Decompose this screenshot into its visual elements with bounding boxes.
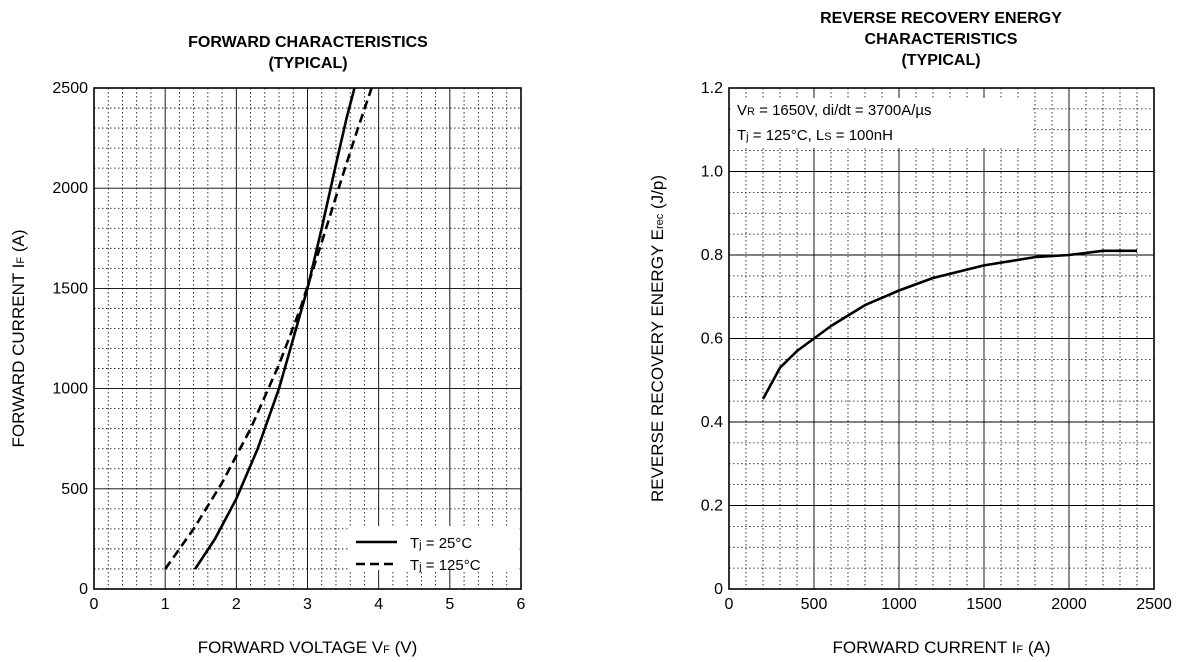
x-tick-label: 2500 bbox=[1136, 596, 1172, 613]
y-tick-label: 0.2 bbox=[701, 498, 723, 515]
series-line-solid bbox=[761, 249, 1137, 400]
x-tick-label: 3 bbox=[303, 596, 312, 613]
x-tick-label: 4 bbox=[374, 596, 383, 613]
y-axis-label: FORWARD CURRENT IF (A) bbox=[9, 230, 28, 448]
x-tick-label: 2 bbox=[232, 596, 241, 613]
forward-characteristics-chart: 0 1 2 3 4 5 6 0 500 1000 1500 2000 2500 FORWARD CHARA… bbox=[9, 34, 526, 657]
condition-annotation: Tj = 125°C, LS = 100nH bbox=[737, 127, 893, 144]
legend-box bbox=[348, 526, 519, 570]
series-line-dashed bbox=[164, 87, 373, 570]
y-tick-label: 1.2 bbox=[701, 80, 723, 97]
plot-frame bbox=[93, 87, 522, 590]
y-tick-label: 0 bbox=[714, 581, 723, 598]
reverse-recovery-energy-chart: 0 500 1000 1500 2000 2500 0 0.2 0.4 0.6 0.8 1.0 1.2 R… bbox=[648, 10, 1172, 657]
x-axis-label: FORWARD VOLTAGE VF (V) bbox=[198, 638, 418, 657]
legend-entry: Tj = 25°C bbox=[410, 535, 472, 552]
annotation-box bbox=[732, 98, 1032, 148]
y-tick-label: 0.4 bbox=[701, 414, 723, 431]
legend-entry: Tj = 125°C bbox=[410, 557, 481, 574]
x-tick-label: 1000 bbox=[881, 596, 917, 613]
x-tick-label: 1 bbox=[161, 596, 170, 613]
x-tick-label: 1500 bbox=[966, 596, 1002, 613]
y-tick-label: 500 bbox=[61, 481, 88, 498]
x-tick-label: 2000 bbox=[1051, 596, 1087, 613]
x-tick-label: 5 bbox=[445, 596, 454, 613]
y-tick-label: 2000 bbox=[52, 180, 88, 197]
y-tick-label: 0 bbox=[79, 581, 88, 598]
x-tick-label: 500 bbox=[801, 596, 828, 613]
x-tick-label: 6 bbox=[517, 596, 526, 613]
x-tick-label: 0 bbox=[90, 596, 99, 613]
series-line-solid bbox=[194, 87, 356, 570]
chart-title-line: FORWARD CHARACTERISTICS bbox=[188, 34, 428, 51]
x-tick-label: 0 bbox=[725, 596, 734, 613]
y-tick-label: 1.0 bbox=[701, 164, 723, 181]
y-tick-label: 1000 bbox=[52, 381, 88, 398]
chart-title-line: REVERSE RECOVERY ENERGY bbox=[820, 10, 1062, 27]
x-axis-label: FORWARD CURRENT IF (A) bbox=[833, 638, 1051, 657]
condition-annotation: VR = 1650V, di/dt = 3700A/µs bbox=[737, 102, 932, 119]
y-axis-label: REVERSE RECOVERY ENERGY Erec (J/p) bbox=[648, 175, 667, 502]
y-tick-label: 2500 bbox=[52, 80, 88, 97]
y-tick-label: 1500 bbox=[52, 280, 88, 297]
y-tick-label: 0.6 bbox=[701, 331, 723, 348]
chart-title-line: (TYPICAL) bbox=[268, 55, 347, 72]
y-tick-label: 0.8 bbox=[701, 247, 723, 264]
plot-frame bbox=[728, 87, 1155, 590]
chart-title-line: CHARACTERISTICS bbox=[865, 31, 1018, 48]
chart-title-line: (TYPICAL) bbox=[901, 52, 980, 69]
